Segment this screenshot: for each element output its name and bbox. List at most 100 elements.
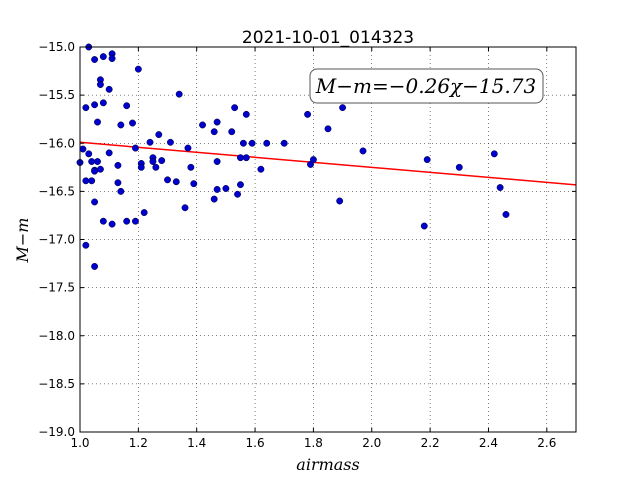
axis-ticks: 1.0 1.2 1.4 1.6 1.8 2.0 2.2 2.4 2.6 −15.0 −15.5 −16… bbox=[38, 40, 576, 450]
data-point bbox=[96, 81, 104, 88]
data-point bbox=[96, 165, 104, 173]
x-tick-label: 1.2 bbox=[129, 436, 148, 450]
data-point bbox=[134, 65, 142, 73]
data-point bbox=[237, 181, 244, 189]
data-point bbox=[108, 55, 116, 62]
data-point bbox=[210, 128, 218, 136]
data-point bbox=[140, 209, 148, 217]
data-point bbox=[94, 118, 101, 126]
data-point bbox=[213, 158, 221, 165]
data-point bbox=[114, 179, 122, 187]
data-point bbox=[117, 121, 125, 129]
x-tick-label: 2.6 bbox=[537, 436, 556, 450]
data-point bbox=[324, 125, 332, 133]
x-tick-label: 1.0 bbox=[70, 436, 89, 450]
x-tick-label: 2.2 bbox=[421, 436, 440, 450]
data-point bbox=[222, 185, 230, 192]
data-point bbox=[82, 177, 90, 185]
data-point bbox=[166, 138, 174, 146]
data-point bbox=[149, 158, 157, 165]
data-point bbox=[164, 176, 171, 184]
data-point bbox=[172, 178, 180, 186]
data-point bbox=[309, 156, 317, 164]
x-tick-label: 1.6 bbox=[246, 436, 265, 450]
data-point bbox=[155, 131, 163, 139]
y-axis-label: M−m bbox=[13, 218, 32, 264]
data-point bbox=[304, 110, 312, 118]
data-point bbox=[123, 102, 131, 110]
fit-line-group bbox=[79, 141, 577, 186]
y-tick-label: −16.5 bbox=[38, 184, 75, 198]
data-point bbox=[91, 101, 99, 109]
data-point bbox=[99, 53, 107, 61]
y-tick-label: −18.5 bbox=[38, 377, 75, 391]
y-tick-label: −17.0 bbox=[38, 233, 75, 247]
y-tick-label: −18.0 bbox=[38, 329, 75, 343]
y-tick-label: −16.0 bbox=[38, 136, 75, 150]
y-tick-label: −15.0 bbox=[38, 40, 75, 54]
data-point bbox=[234, 190, 242, 198]
data-point bbox=[137, 163, 145, 171]
data-point bbox=[82, 104, 90, 112]
x-tick-label: 1.4 bbox=[187, 436, 206, 450]
data-point bbox=[105, 149, 113, 157]
data-point bbox=[199, 121, 206, 129]
data-point bbox=[213, 186, 221, 193]
fit-line bbox=[79, 141, 577, 186]
data-point bbox=[242, 110, 250, 118]
data-point bbox=[85, 150, 93, 158]
chart-title: 2021-10-01_014323 bbox=[242, 28, 414, 48]
data-point bbox=[91, 167, 99, 175]
data-point bbox=[123, 217, 131, 225]
fit-annotation: M−m=−0.26χ−15.73 bbox=[309, 68, 544, 104]
data-point bbox=[91, 56, 99, 63]
data-point bbox=[88, 158, 96, 165]
data-point bbox=[496, 184, 504, 191]
grid bbox=[80, 47, 576, 432]
data-point bbox=[359, 147, 367, 155]
data-point bbox=[420, 222, 428, 230]
x-tick-label: 2.0 bbox=[362, 436, 381, 450]
data-point bbox=[94, 158, 101, 165]
data-point bbox=[105, 85, 113, 93]
y-tick-label: −17.5 bbox=[38, 281, 75, 295]
data-point bbox=[237, 154, 244, 162]
data-point bbox=[79, 145, 87, 153]
data-point bbox=[146, 138, 154, 146]
data-point bbox=[490, 150, 498, 158]
data-point bbox=[129, 119, 136, 127]
y-tick-label: −19.0 bbox=[38, 425, 75, 439]
data-point bbox=[213, 118, 221, 126]
data-point bbox=[455, 163, 463, 171]
data-point bbox=[336, 197, 344, 205]
x-axis-label: airmass bbox=[296, 455, 359, 474]
data-point bbox=[339, 104, 347, 112]
data-point bbox=[175, 90, 183, 98]
data-point bbox=[91, 198, 99, 206]
x-tick-label: 2.4 bbox=[479, 436, 498, 450]
data-point bbox=[117, 187, 125, 195]
annotation-box bbox=[309, 68, 544, 104]
scatter-points bbox=[76, 43, 510, 270]
data-point bbox=[210, 195, 218, 203]
data-point bbox=[502, 211, 510, 218]
data-point bbox=[228, 128, 236, 136]
data-point bbox=[152, 163, 160, 171]
data-point bbox=[131, 144, 139, 152]
data-point bbox=[88, 177, 96, 185]
data-point bbox=[263, 139, 271, 147]
data-point bbox=[280, 139, 288, 147]
data-point bbox=[131, 217, 139, 225]
data-point bbox=[99, 99, 107, 107]
data-point bbox=[181, 204, 189, 212]
data-point bbox=[239, 139, 247, 147]
data-point bbox=[91, 263, 99, 270]
data-point bbox=[184, 144, 192, 152]
annotation-text: M−m=−0.26χ−15.73 bbox=[315, 74, 536, 98]
data-point bbox=[108, 220, 116, 228]
data-point bbox=[248, 139, 256, 147]
data-point bbox=[187, 163, 195, 171]
data-point bbox=[190, 180, 198, 188]
data-point bbox=[242, 154, 250, 162]
